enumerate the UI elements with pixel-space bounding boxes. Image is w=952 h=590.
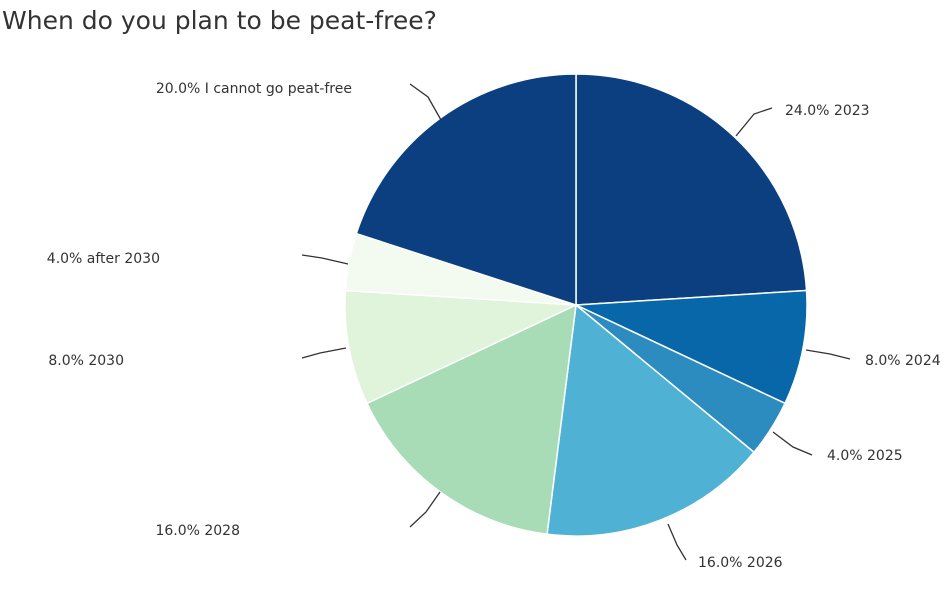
slice-label: 20.0% I cannot go peat-free [156,81,352,97]
pie-slices [344,73,808,537]
slice-labels: 24.0% 2023 8.0% 2024 4.0% 2025 16.0% 2026 16… [47,81,941,571]
slice-label: 16.0% 2026 [698,555,783,571]
leader-line [409,491,441,528]
leader-line [409,83,442,121]
leader-line [805,349,851,360]
slice-label: 8.0% 2030 [48,353,124,369]
leader-line [667,523,687,561]
pie-slice-2026 [546,304,755,537]
pie-slice-2023 [575,73,808,306]
slice-label: 16.0% 2028 [155,523,240,539]
pie-slice-2028 [366,304,577,535]
leader-line [772,431,813,456]
slice-label: 24.0% 2023 [785,103,870,119]
slice-label: 4.0% after 2030 [47,251,160,267]
chart-title: When do you plan to be peat-free? [2,6,437,35]
slice-label: 8.0% 2024 [865,353,941,369]
leader-line [735,107,773,137]
pie-slice-2030 [344,289,577,405]
leader-line [301,254,349,265]
pie-slice-2024 [575,289,808,405]
leader-line [301,347,347,359]
leader-lines [301,83,851,561]
slice-label: 4.0% 2025 [827,448,903,464]
